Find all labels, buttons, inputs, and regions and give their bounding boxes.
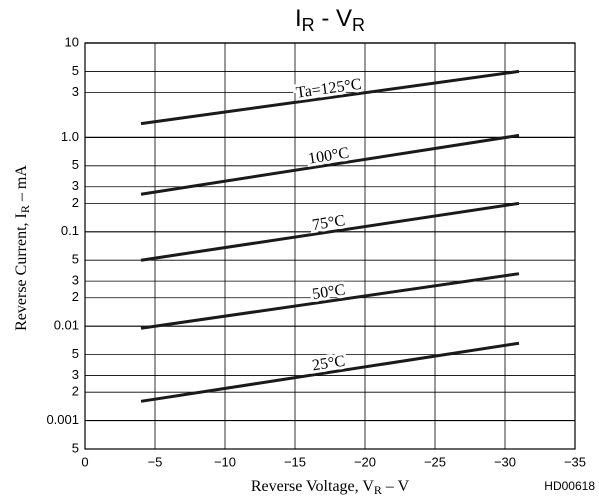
y-tick-label: 3 xyxy=(72,84,79,99)
ylabel-part: Reverse Current, I xyxy=(13,213,30,331)
x-axis-label: Reverse Voltage, VR – V xyxy=(251,478,410,497)
y-axis-label: Reverse Current, IR – mA xyxy=(13,165,32,331)
y-tick-label: 5 xyxy=(72,440,79,455)
series-line xyxy=(140,341,520,403)
plot-frame xyxy=(84,42,576,450)
x-tick-label: −30 xyxy=(494,454,516,469)
ylabel-part: – mA xyxy=(13,165,30,205)
series-line xyxy=(140,133,520,196)
title-part: - V xyxy=(315,5,352,32)
y-tick-label: 2 xyxy=(72,289,79,304)
y-tick-label: 3 xyxy=(72,367,79,382)
y-tick-label: 2 xyxy=(72,195,79,210)
chart-title: IR - VR xyxy=(295,5,365,34)
x-tick-label: −20 xyxy=(354,454,376,469)
y-tick-label: 1.0 xyxy=(61,129,79,144)
series-line xyxy=(140,201,520,262)
note: HD00618 xyxy=(544,479,595,493)
x-tick-label: −15 xyxy=(284,454,306,469)
xlabel-part: Reverse Voltage, V xyxy=(251,478,375,495)
y-tick-label: 5 xyxy=(72,157,79,172)
x-tick-label: −35 xyxy=(564,454,586,469)
xlabel-part: – V xyxy=(382,478,410,495)
x-tick-label: 0 xyxy=(81,454,88,469)
title-part: I xyxy=(295,5,302,32)
y-tick-label: 10 xyxy=(65,34,79,49)
x-tick-label: −5 xyxy=(148,454,163,469)
series-line xyxy=(140,272,520,330)
ylabel-part: R xyxy=(18,205,32,213)
y-tick-label: 0.001 xyxy=(46,412,79,427)
x-tick-label: −10 xyxy=(214,454,236,469)
y-tick-label: 3 xyxy=(72,178,79,193)
y-tick-label: 5 xyxy=(72,63,79,78)
y-tick-label: 5 xyxy=(72,346,79,361)
y-tick-label: 0.1 xyxy=(61,223,79,238)
y-tick-label: 2 xyxy=(72,384,79,399)
y-tick-label: 0.01 xyxy=(54,318,79,333)
title-part: R xyxy=(302,15,315,35)
title-part: R xyxy=(352,15,365,35)
series-line xyxy=(140,69,520,126)
y-tick-label: 3 xyxy=(72,273,79,288)
y-tick-label: 5 xyxy=(72,252,79,267)
x-tick-label: −25 xyxy=(424,454,446,469)
xlabel-part: R xyxy=(374,483,382,497)
